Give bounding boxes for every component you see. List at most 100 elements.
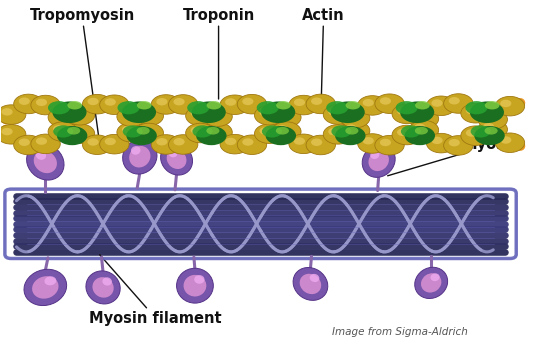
Circle shape (151, 95, 181, 114)
Circle shape (122, 110, 133, 118)
Circle shape (48, 122, 78, 141)
Ellipse shape (345, 127, 358, 134)
Circle shape (449, 139, 460, 146)
Ellipse shape (160, 143, 193, 175)
Ellipse shape (415, 267, 448, 299)
Circle shape (220, 134, 249, 154)
Ellipse shape (485, 101, 500, 110)
Ellipse shape (194, 275, 204, 284)
Circle shape (277, 125, 288, 133)
Ellipse shape (53, 125, 73, 138)
Ellipse shape (415, 101, 430, 110)
Ellipse shape (48, 101, 70, 114)
Circle shape (409, 120, 439, 140)
Circle shape (255, 105, 284, 125)
Circle shape (14, 135, 43, 155)
Circle shape (82, 94, 112, 114)
Ellipse shape (177, 268, 213, 303)
Circle shape (461, 104, 490, 123)
Ellipse shape (126, 126, 157, 145)
Ellipse shape (193, 125, 212, 138)
Circle shape (105, 138, 116, 145)
Circle shape (483, 113, 494, 120)
Ellipse shape (471, 125, 491, 138)
Ellipse shape (431, 273, 440, 281)
Circle shape (328, 108, 339, 116)
Ellipse shape (326, 101, 348, 114)
Ellipse shape (300, 274, 321, 294)
Ellipse shape (265, 126, 296, 145)
Circle shape (397, 128, 408, 136)
Circle shape (483, 123, 494, 131)
Circle shape (466, 107, 477, 114)
Circle shape (237, 94, 266, 114)
Circle shape (88, 138, 98, 146)
Circle shape (48, 107, 78, 127)
Circle shape (255, 124, 284, 144)
Ellipse shape (475, 126, 505, 145)
Circle shape (392, 104, 422, 124)
Circle shape (169, 95, 198, 114)
Ellipse shape (400, 102, 434, 123)
Ellipse shape (196, 126, 226, 145)
Circle shape (156, 98, 167, 105)
Circle shape (495, 133, 525, 153)
Circle shape (14, 94, 43, 114)
Circle shape (225, 138, 236, 145)
Circle shape (31, 95, 60, 115)
Ellipse shape (207, 101, 221, 110)
Circle shape (431, 137, 442, 144)
Circle shape (65, 105, 95, 125)
Text: Actin: Actin (302, 8, 345, 110)
Ellipse shape (401, 125, 421, 138)
Circle shape (203, 107, 232, 126)
Ellipse shape (370, 151, 379, 159)
Circle shape (169, 135, 198, 154)
Ellipse shape (27, 144, 64, 180)
Circle shape (363, 99, 374, 106)
Ellipse shape (187, 101, 209, 114)
Circle shape (19, 98, 30, 105)
Circle shape (208, 126, 219, 133)
Ellipse shape (136, 127, 150, 134)
Ellipse shape (67, 127, 80, 134)
Circle shape (208, 110, 219, 118)
Ellipse shape (118, 101, 140, 114)
Ellipse shape (123, 139, 157, 174)
Circle shape (409, 109, 439, 128)
Circle shape (444, 94, 473, 113)
Ellipse shape (24, 269, 67, 306)
Text: Troponin: Troponin (182, 8, 255, 99)
Circle shape (426, 96, 456, 116)
Circle shape (156, 138, 167, 145)
Circle shape (173, 138, 185, 146)
Circle shape (340, 121, 370, 141)
Ellipse shape (362, 145, 395, 177)
Circle shape (36, 138, 47, 145)
Circle shape (36, 99, 47, 106)
Circle shape (363, 137, 374, 145)
Ellipse shape (415, 127, 428, 134)
Ellipse shape (331, 102, 365, 123)
Circle shape (311, 98, 322, 105)
Circle shape (294, 138, 305, 145)
Ellipse shape (276, 101, 291, 110)
Circle shape (340, 108, 370, 128)
Circle shape (346, 112, 357, 119)
Circle shape (53, 125, 64, 133)
Circle shape (380, 97, 391, 105)
Ellipse shape (57, 126, 87, 145)
Ellipse shape (346, 101, 360, 110)
Circle shape (122, 126, 133, 133)
Circle shape (19, 139, 30, 146)
Circle shape (139, 126, 150, 134)
Ellipse shape (310, 274, 319, 282)
Ellipse shape (404, 126, 435, 145)
Circle shape (242, 138, 254, 146)
Circle shape (328, 128, 339, 135)
Circle shape (500, 100, 511, 107)
Circle shape (444, 136, 473, 155)
Circle shape (190, 110, 202, 117)
Circle shape (272, 107, 301, 127)
Ellipse shape (93, 277, 114, 297)
